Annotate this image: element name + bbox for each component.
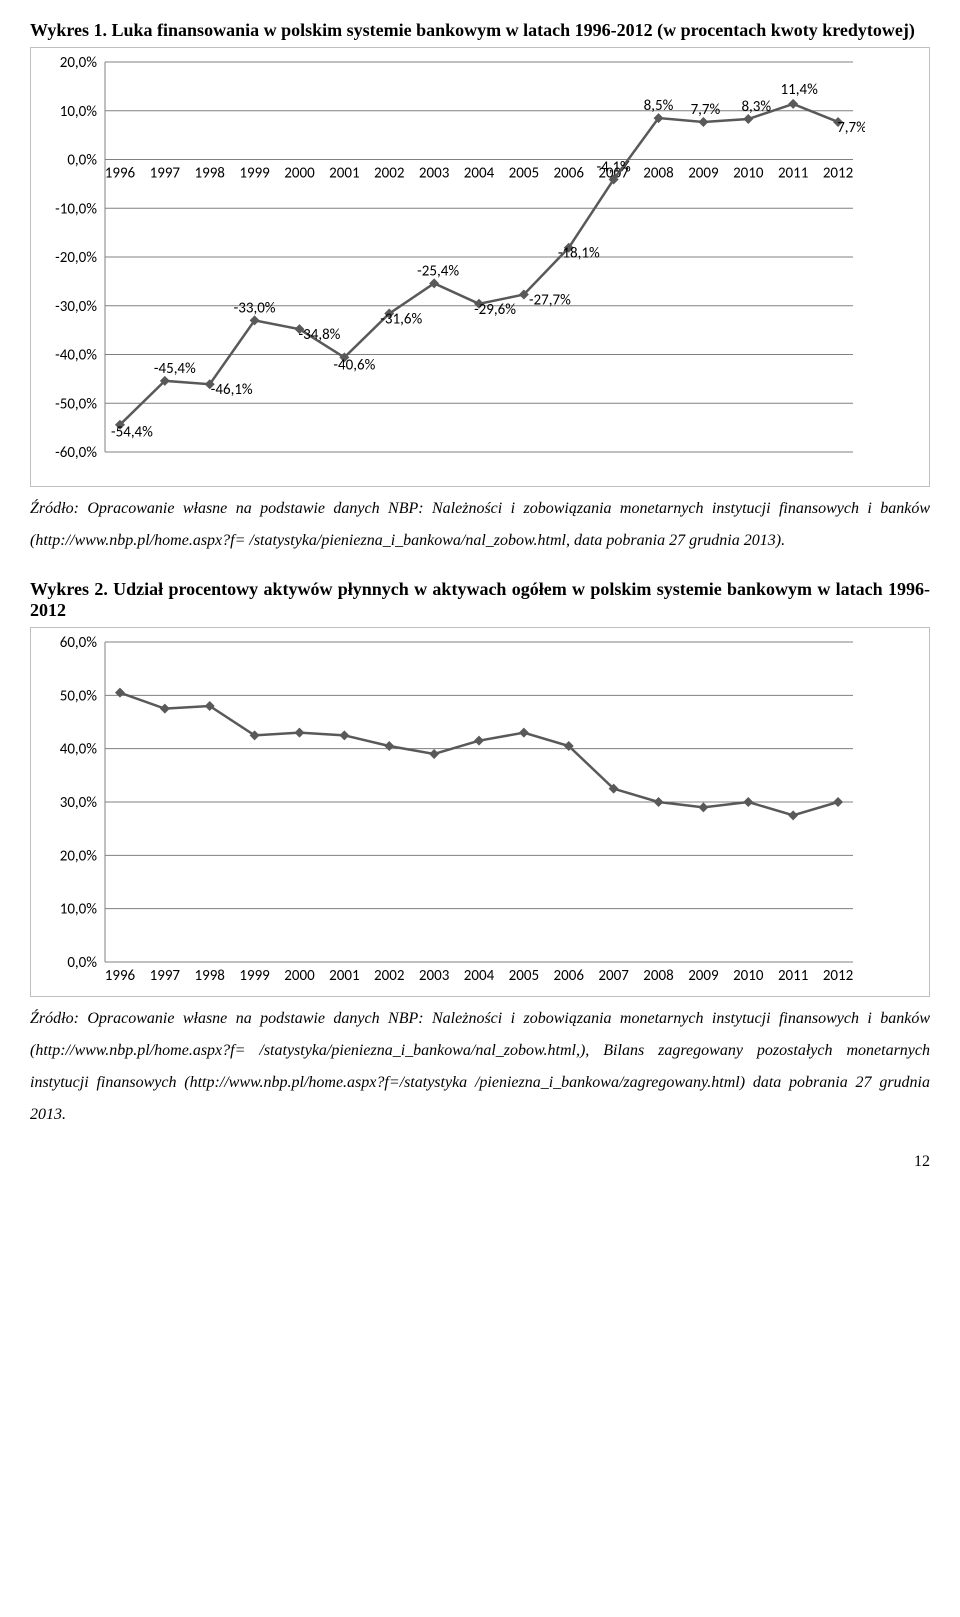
svg-text:2001: 2001	[329, 967, 359, 985]
svg-text:-10,0%: -10,0%	[55, 200, 97, 218]
chart1-title-rest: Luka finansowania w polskim systemie ban…	[107, 20, 915, 40]
svg-text:10,0%: 10,0%	[60, 103, 98, 121]
chart2-title: Wykres 2. Udział procentowy aktywów płyn…	[30, 579, 930, 621]
chart1-container: -60,0% -50,0% -40,0% -30,0% -20,0% -10,0% 0,0%…	[30, 47, 930, 487]
svg-text:2009: 2009	[688, 165, 719, 183]
svg-text:1996: 1996	[105, 165, 136, 183]
page-number: 12	[30, 1153, 930, 1171]
svg-text:1999: 1999	[239, 165, 270, 183]
svg-text:2004: 2004	[464, 967, 495, 985]
svg-text:2008: 2008	[643, 967, 673, 985]
svg-text:10,0%: 10,0%	[60, 901, 98, 919]
svg-text:2002: 2002	[374, 967, 404, 985]
svg-text:2000: 2000	[284, 165, 315, 183]
chart2-source: Źródło: Opracowanie własne na podstawie …	[30, 1003, 930, 1131]
svg-text:2004: 2004	[464, 165, 495, 183]
svg-text:-31,6%: -31,6%	[380, 311, 422, 329]
svg-text:-29,6%: -29,6%	[474, 301, 516, 319]
svg-text:40,0%: 40,0%	[60, 741, 98, 759]
svg-text:-25,4%: -25,4%	[417, 262, 459, 280]
svg-text:2011: 2011	[778, 967, 808, 985]
svg-text:2007: 2007	[598, 967, 629, 985]
svg-text:1997: 1997	[150, 967, 181, 985]
chart2-title-lead: Wykres 2.	[30, 579, 108, 599]
chart1-title: Wykres 1. Luka finansowania w polskim sy…	[30, 20, 930, 41]
svg-text:50,0%: 50,0%	[60, 687, 98, 705]
svg-text:-40,6%: -40,6%	[333, 356, 375, 374]
svg-text:1996: 1996	[105, 967, 136, 985]
svg-text:2003: 2003	[419, 165, 450, 183]
svg-text:-50,0%: -50,0%	[55, 395, 97, 413]
svg-text:2005: 2005	[509, 165, 539, 183]
svg-text:-54,4%: -54,4%	[111, 424, 153, 442]
svg-text:1998: 1998	[195, 165, 225, 183]
svg-text:8,5%: 8,5%	[644, 97, 674, 115]
svg-text:2002: 2002	[374, 165, 404, 183]
chart1-source: Źródło: Opracowanie własne na podstawie …	[30, 493, 930, 557]
svg-text:-45,4%: -45,4%	[154, 360, 196, 378]
svg-text:-60,0%: -60,0%	[55, 444, 97, 462]
svg-text:2006: 2006	[554, 165, 585, 183]
svg-text:-33,0%: -33,0%	[234, 299, 276, 317]
svg-text:60,0%: 60,0%	[60, 634, 98, 652]
svg-text:-46,1%: -46,1%	[211, 381, 253, 399]
svg-text:-40,0%: -40,0%	[55, 347, 97, 365]
svg-text:1997: 1997	[150, 165, 181, 183]
chart2-title-rest: Udział procentowy aktywów płynnych w akt…	[30, 579, 930, 620]
svg-text:-27,7%: -27,7%	[529, 292, 571, 310]
chart1-title-lead: Wykres 1.	[30, 20, 107, 40]
svg-text:1998: 1998	[195, 967, 225, 985]
svg-text:0,0%: 0,0%	[67, 152, 97, 170]
svg-text:1999: 1999	[239, 967, 270, 985]
svg-text:2012: 2012	[823, 165, 853, 183]
chart2-container: 0,0% 10,0% 20,0% 30,0% 40,0% 50,0% 60,0% 1996 19…	[30, 627, 930, 997]
svg-text:-34,8%: -34,8%	[299, 326, 341, 344]
svg-text:20,0%: 20,0%	[60, 847, 98, 865]
svg-text:7,7%: 7,7%	[691, 101, 721, 119]
svg-text:2009: 2009	[688, 967, 719, 985]
svg-text:7,7%: 7,7%	[837, 119, 865, 137]
svg-text:2010: 2010	[733, 165, 764, 183]
svg-text:8,3%: 8,3%	[741, 98, 771, 116]
svg-text:30,0%: 30,0%	[60, 794, 98, 812]
svg-text:-18,1%: -18,1%	[558, 245, 600, 263]
svg-text:-30,0%: -30,0%	[55, 298, 97, 316]
svg-text:2003: 2003	[419, 967, 450, 985]
svg-text:2000: 2000	[284, 967, 315, 985]
svg-text:2005: 2005	[509, 967, 539, 985]
svg-text:2001: 2001	[329, 165, 359, 183]
svg-text:11,4%: 11,4%	[781, 81, 819, 99]
svg-text:2011: 2011	[778, 165, 808, 183]
svg-text:-4,1%: -4,1%	[597, 158, 632, 176]
svg-text:2008: 2008	[643, 165, 673, 183]
chart2-svg: 0,0% 10,0% 20,0% 30,0% 40,0% 50,0% 60,0% 1996 19…	[35, 632, 865, 992]
svg-text:0,0%: 0,0%	[67, 954, 97, 972]
svg-text:2012: 2012	[823, 967, 853, 985]
svg-text:2010: 2010	[733, 967, 764, 985]
svg-text:20,0%: 20,0%	[60, 54, 98, 72]
svg-text:2006: 2006	[554, 967, 585, 985]
chart1-svg: -60,0% -50,0% -40,0% -30,0% -20,0% -10,0% 0,0%…	[35, 52, 865, 482]
svg-text:-20,0%: -20,0%	[55, 249, 97, 267]
